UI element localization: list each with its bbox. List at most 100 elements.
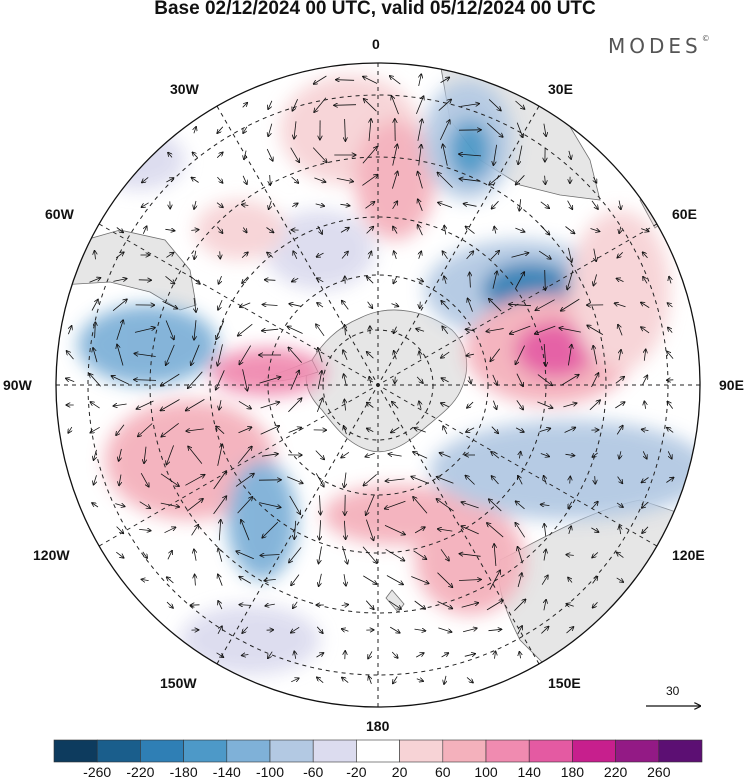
wind-vector <box>317 371 322 390</box>
wind-vector <box>216 202 223 208</box>
wind-vector <box>442 251 448 260</box>
wind-vector <box>218 548 223 562</box>
wind-vector <box>593 346 598 365</box>
modes-logo: MODES© <box>608 34 710 58</box>
wind-vector <box>220 251 221 258</box>
wind-vector <box>642 477 649 483</box>
wind-vector <box>568 501 571 508</box>
wind-vector <box>344 400 345 411</box>
wind-vector <box>392 402 399 409</box>
wind-vector <box>541 575 548 585</box>
wind-vector <box>167 577 174 584</box>
wind-vector <box>269 200 272 210</box>
wind-vector <box>342 629 349 631</box>
wind-vector <box>414 527 425 534</box>
wind-vector <box>394 251 397 260</box>
colorbar-label: 60 <box>435 764 451 780</box>
wind-vector <box>291 626 300 632</box>
wind-vector <box>443 144 448 166</box>
wind-vector <box>168 153 172 158</box>
wind-vector <box>334 105 357 106</box>
wind-vector <box>535 325 556 334</box>
wind-vector <box>615 303 626 308</box>
wind-vector <box>239 345 252 365</box>
wind-vector <box>464 204 477 207</box>
wind-vector <box>195 575 196 586</box>
wind-vector <box>541 504 550 505</box>
wind-vector <box>443 426 448 435</box>
wind-vector <box>142 177 149 182</box>
wind-vector <box>418 199 423 211</box>
wind-vector <box>363 575 376 584</box>
wind-vector <box>268 651 273 659</box>
wind-vector <box>113 279 126 282</box>
wind-vector <box>236 551 254 560</box>
wind-vector <box>216 426 225 434</box>
wind-vector <box>390 76 401 85</box>
wind-vector <box>217 626 222 634</box>
wind-vector <box>509 304 532 305</box>
colorbar-label: -180 <box>169 764 198 780</box>
wind-vector <box>191 230 198 231</box>
wind-vector <box>66 378 75 381</box>
wind-vector <box>514 599 525 611</box>
wind-vector <box>316 653 324 658</box>
wind-vector <box>219 275 222 284</box>
wind-vector <box>595 476 596 484</box>
wind-vector <box>418 172 423 189</box>
wind-vector <box>568 247 571 262</box>
wind-vector <box>213 471 227 490</box>
wind-vector <box>144 446 146 464</box>
wind-vector <box>92 503 99 508</box>
wind-vector <box>569 526 571 535</box>
wind-vector <box>316 626 323 633</box>
wind-vector <box>569 150 571 159</box>
wind-vector <box>492 476 499 485</box>
wind-vector <box>517 626 522 635</box>
wind-vector <box>439 120 449 141</box>
wind-vector <box>345 325 346 336</box>
wind-vector <box>419 351 421 359</box>
wind-vector <box>344 574 346 586</box>
wind-vector <box>336 80 355 81</box>
wind-vector <box>619 350 621 361</box>
wind-vector <box>669 277 671 284</box>
wind-vector <box>392 171 397 189</box>
wind-vector <box>391 651 398 658</box>
wind-vector <box>488 629 502 630</box>
wind-vector <box>242 655 249 656</box>
wind-vector <box>266 227 274 233</box>
wind-vector <box>486 328 504 332</box>
wind-vector <box>238 400 251 408</box>
wind-vector <box>392 144 398 166</box>
wind-vector <box>367 352 374 359</box>
wind-vector <box>266 148 273 161</box>
wind-vector <box>141 202 149 207</box>
wind-vector <box>342 546 348 564</box>
wind-vector <box>188 371 203 388</box>
wind-vector <box>369 119 371 142</box>
south-america-landmass <box>56 229 197 311</box>
wind-vector <box>188 446 203 464</box>
wind-vector <box>466 354 474 356</box>
wind-vector <box>217 176 222 183</box>
wind-vector <box>414 600 426 609</box>
wind-vector <box>369 251 372 259</box>
wind-vector <box>369 676 372 684</box>
wind-vector <box>568 345 571 366</box>
wind-vector <box>216 370 225 389</box>
wind-vector <box>367 428 374 431</box>
wind-vector <box>391 304 399 307</box>
wind-vector <box>418 145 422 166</box>
anomaly-pos-8 <box>415 505 525 615</box>
wind-vector <box>213 496 227 515</box>
wind-vector <box>288 428 302 433</box>
wind-vector <box>492 271 497 289</box>
wind-vector <box>317 303 324 308</box>
wind-vector <box>345 118 346 141</box>
wind-vector <box>294 651 295 659</box>
wind-vector <box>437 477 454 484</box>
wind-vector <box>244 150 246 160</box>
wind-vector <box>385 548 405 560</box>
wind-vector <box>518 476 523 485</box>
